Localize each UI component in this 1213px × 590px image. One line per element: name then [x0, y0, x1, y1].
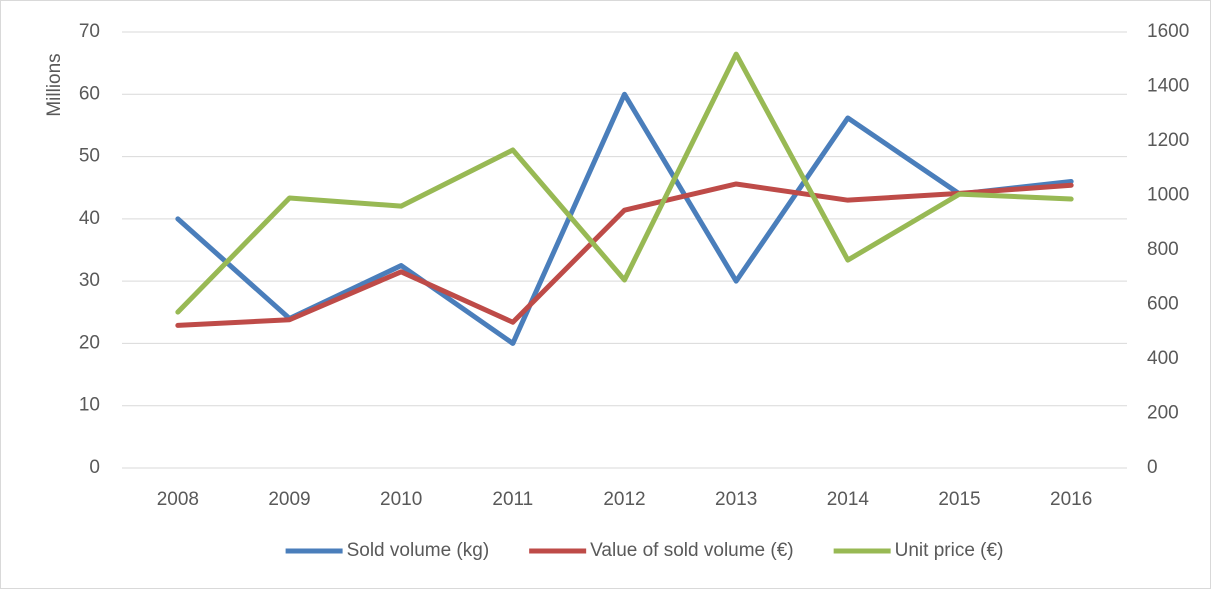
y2-tick-label: 200 — [1147, 403, 1179, 424]
x-tick-label: 2009 — [268, 489, 310, 510]
x-tick-label: 2016 — [1050, 489, 1092, 510]
y-tick-label: 10 — [79, 395, 100, 416]
y2-tick-label: 1000 — [1147, 185, 1189, 206]
y2-tick-label: 1400 — [1147, 76, 1189, 97]
x-tick-label: 2010 — [380, 489, 422, 510]
y-tick-label: 20 — [79, 332, 100, 353]
x-tick-label: 2008 — [157, 489, 199, 510]
y-tick-label: 30 — [79, 270, 100, 291]
y2-tick-label: 800 — [1147, 239, 1179, 260]
y2-tick-label: 1200 — [1147, 130, 1189, 151]
y-tick-label: 70 — [79, 21, 100, 42]
y-axis-label: Millions — [44, 53, 65, 116]
y2-tick-label: 600 — [1147, 294, 1179, 315]
y2-tick-label: 1600 — [1147, 21, 1189, 42]
y2-tick-label: 0 — [1147, 457, 1158, 478]
y-tick-label: 50 — [79, 146, 100, 167]
series-line — [175, 51, 1074, 315]
y-tick-label: 60 — [79, 83, 100, 104]
x-tick-label: 2011 — [492, 489, 533, 510]
series-line — [175, 91, 1074, 346]
x-tick-label: 2013 — [715, 489, 757, 510]
y-tick-label: 40 — [79, 208, 100, 229]
legend-label: Value of sold volume (€) — [590, 540, 793, 561]
x-tick-label: 2014 — [827, 489, 870, 510]
y2-tick-label: 400 — [1147, 348, 1179, 369]
y-tick-label: 0 — [89, 457, 100, 478]
x-tick-label: 2012 — [603, 489, 645, 510]
legend-label: Unit price (€) — [895, 540, 1004, 561]
x-tick-label: 2015 — [938, 489, 980, 510]
series-line — [175, 181, 1074, 328]
legend-label: Sold volume (kg) — [347, 540, 490, 561]
